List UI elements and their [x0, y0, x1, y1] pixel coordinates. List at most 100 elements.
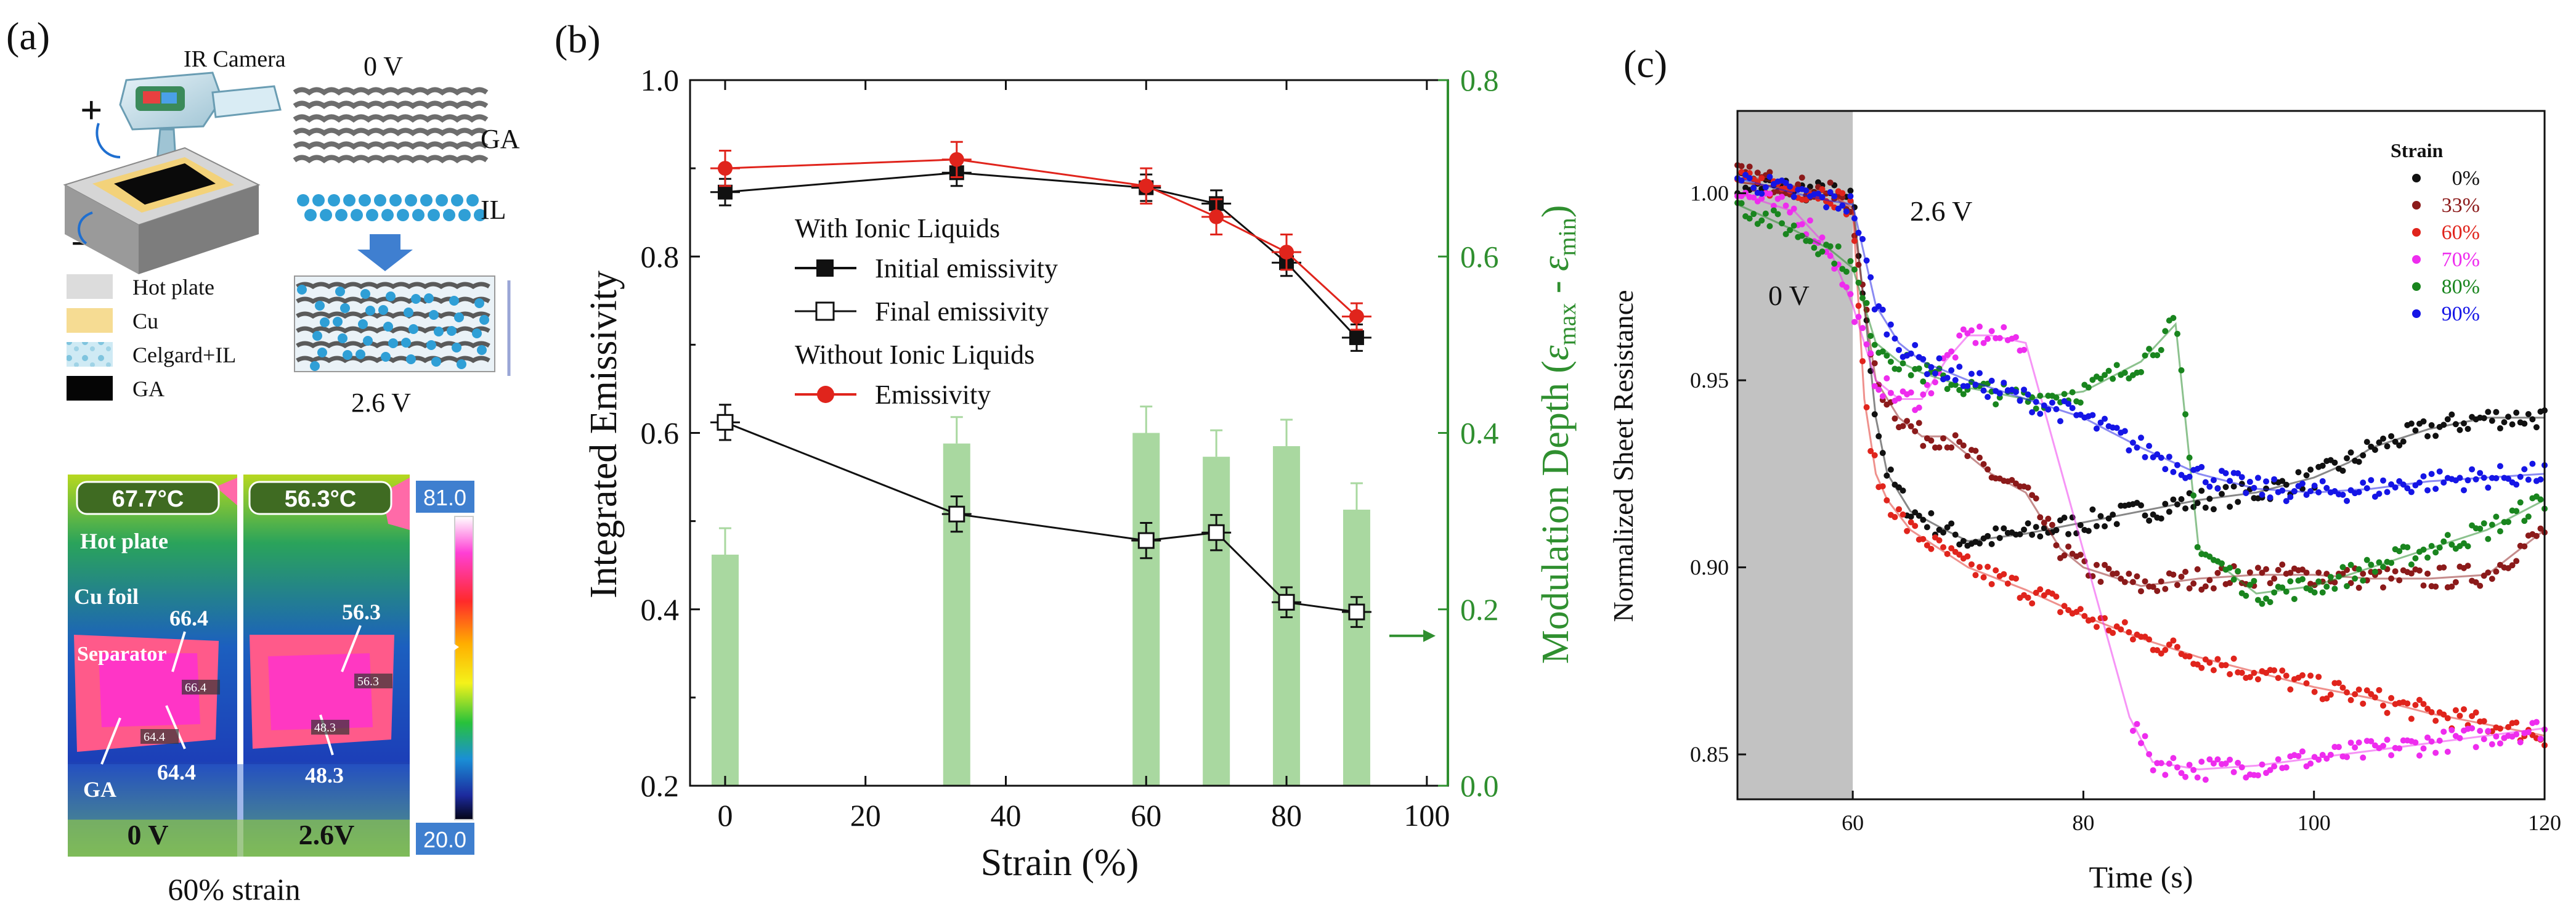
data-point: [2408, 570, 2415, 577]
data-point: [1758, 175, 1765, 182]
axis-ticks-c: 60 80 100 120 0.85 0.90 0.95 1.00: [1690, 181, 2561, 835]
data-point: [2271, 476, 2278, 483]
intercalated-il-dot: [447, 326, 457, 336]
data-point: [1798, 232, 1805, 239]
legend-marker: [2412, 228, 2421, 237]
data-point: [1750, 194, 1757, 201]
legend-cu: Cu: [132, 309, 158, 333]
ir-camera: [119, 71, 282, 161]
data-point: [2126, 571, 2132, 577]
data-point: [2461, 420, 2467, 427]
data-point: [2263, 566, 2270, 573]
intercalated-il-dot: [320, 317, 330, 327]
data-point: [2521, 543, 2528, 550]
data-point: [2456, 712, 2463, 719]
data-point: [1912, 341, 1919, 348]
data-point: [2110, 630, 2116, 637]
data-point: [2025, 594, 2031, 601]
data-point: [1879, 348, 1886, 355]
data-point: [2162, 500, 2169, 507]
data-point: [2444, 715, 2451, 722]
data-point: [1936, 444, 1943, 451]
data-point: [1843, 208, 1850, 215]
intercalated-il-dot: [424, 293, 434, 303]
data-point: [2416, 696, 2423, 703]
data-point: [1972, 447, 1979, 454]
data-point: [1839, 190, 1846, 197]
thermal-right-value-1: 56.3: [342, 600, 381, 624]
data-point: [2283, 672, 2290, 679]
data-point: [2428, 709, 2435, 715]
data-point: [1847, 193, 1854, 200]
data-point: [2424, 433, 2431, 439]
data-point: [2428, 422, 2435, 428]
data-point: [2138, 369, 2144, 375]
il-dot: [428, 209, 440, 221]
data-point: [1993, 401, 1999, 408]
data-point: [1843, 268, 1850, 275]
data-point: [1899, 423, 1906, 430]
series-line: [725, 171, 1358, 338]
ga-swatch: [67, 376, 113, 401]
data-point: [2230, 576, 2237, 583]
series-b: [710, 141, 1371, 628]
data-point: [1790, 205, 1797, 212]
data-point: [2033, 524, 2039, 531]
data-point: [1928, 390, 1935, 397]
thermal-temp-left: 67.7°C: [112, 486, 184, 512]
intercalated-il-dot: [297, 285, 307, 295]
data-point: [1928, 545, 1935, 552]
data-point: [1855, 303, 1862, 309]
il-dot: [397, 209, 409, 221]
intercalated-il-dot: [408, 324, 418, 334]
legend-entry: 80%: [2442, 275, 2480, 298]
data-point: [2335, 573, 2342, 580]
colorbar-max: 81.0: [423, 485, 466, 510]
celgard-swatch: [67, 342, 113, 367]
data-point: [2440, 728, 2447, 735]
data-point: [2388, 695, 2395, 701]
data-point: [2497, 725, 2503, 732]
data-point: [2246, 478, 2253, 485]
data-point: [1867, 350, 1874, 357]
data-point: [2489, 576, 2495, 582]
data-point: [2138, 502, 2144, 509]
region-label-zero-volt: 0 V: [1768, 280, 1810, 311]
data-point: [2093, 624, 2100, 630]
data-point: [2388, 752, 2395, 759]
data-point: [1879, 450, 1886, 457]
data-point: [2271, 763, 2278, 770]
data-point: [2129, 727, 2136, 734]
data-point: [2121, 579, 2128, 585]
data-point: [2513, 481, 2520, 488]
data-point: [2093, 425, 2100, 432]
data-point: [2138, 434, 2144, 441]
data-point: [2194, 661, 2201, 668]
data-point: [1916, 512, 1922, 519]
legend-b: With Ionic Liquids Initial emissivity Fi…: [795, 213, 1058, 410]
device-schematic: IR Camera + −: [63, 46, 286, 274]
data-point: [2246, 581, 2253, 588]
data-point: [2142, 352, 2148, 359]
data-point: [1811, 245, 1818, 251]
data-point: [2315, 578, 2322, 585]
data-point: [2485, 569, 2492, 576]
data-point: [1774, 211, 1781, 218]
data-point: [2448, 541, 2455, 548]
data-point: [2202, 776, 2209, 783]
data-point: [2461, 487, 2467, 494]
data-point: [2319, 478, 2326, 484]
data-point: [2481, 736, 2487, 743]
intercalated-il-dot: [360, 289, 370, 299]
y2-tick-label: 0.8: [1460, 63, 1499, 97]
data-point: [2529, 416, 2536, 423]
data-point: [2380, 435, 2386, 442]
data-point: [2509, 562, 2516, 569]
panel-b-label: (b): [555, 17, 601, 61]
data-point: [1746, 215, 1753, 222]
data-point: [1980, 340, 1987, 346]
x-tick-label: 100: [2298, 810, 2331, 835]
data-point: [2355, 584, 2362, 591]
data-point: [2525, 513, 2532, 520]
y2-axis-label-b: Modulation Depth (εmax - εmin): [1535, 205, 1581, 664]
